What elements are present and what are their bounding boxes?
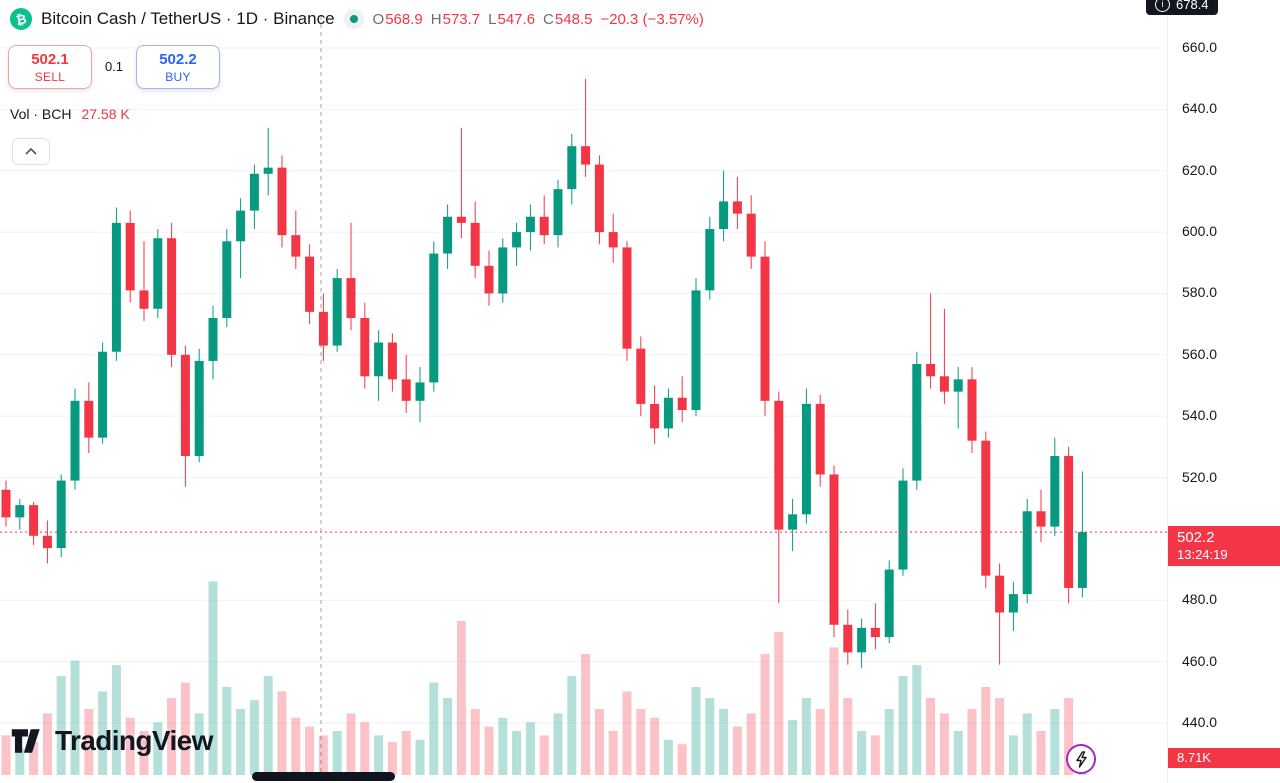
price-tick-label: 600.0	[1182, 223, 1218, 240]
price-tick-label: 560.0	[1182, 345, 1218, 362]
bch-coin-icon: ₿	[10, 8, 32, 30]
sell-label: SELL	[34, 69, 66, 84]
lightning-bolt-icon	[1075, 750, 1087, 768]
sell-price: 502.1	[31, 50, 69, 68]
price-tick-label: 460.0	[1182, 652, 1218, 669]
low-value: 547.6	[497, 10, 536, 28]
price-tick-label: 480.0	[1182, 591, 1218, 608]
current-volume-badge: 8.71K	[1168, 748, 1280, 768]
close-value: 548.5	[554, 10, 593, 28]
sell-button[interactable]: 502.1 SELL	[8, 45, 92, 89]
price-tick-label: 520.0	[1182, 468, 1218, 485]
info-icon: i	[1155, 0, 1170, 12]
price-tick-label: 620.0	[1182, 161, 1218, 178]
collapse-legend-button[interactable]	[12, 138, 50, 165]
alert-price-value: 678.4	[1176, 0, 1209, 12]
symbol-title[interactable]: Bitcoin Cash / TetherUS · 1D · Binance	[41, 9, 335, 28]
ohlc-values: O 568.9 H 573.7 L 547.6 C 548.5 −20.3 (−3.57…	[372, 10, 704, 28]
buy-price: 502.2	[159, 50, 197, 68]
alert-price-badge[interactable]: i 678.4	[1146, 0, 1218, 15]
current-price-badge: 502.2 13:24:19	[1168, 526, 1280, 567]
price-tick-label: 660.0	[1182, 39, 1218, 55]
tradingview-logo[interactable]: TradingView	[10, 725, 213, 757]
open-value: 568.9	[385, 10, 423, 28]
buy-button[interactable]: 502.2 BUY	[136, 45, 220, 89]
current-price-value: 502.2	[1177, 529, 1215, 547]
market-status-indicator[interactable]	[343, 9, 364, 29]
tradingview-mark-icon	[11, 729, 40, 753]
trade-widget: 502.1 SELL 0.1 502.2 BUY	[8, 45, 220, 89]
instant-order-button[interactable]	[1066, 744, 1096, 774]
price-axis[interactable]: 502.2 13:24:19 8.71K 660.0 640.0 620.0 600.…	[1167, 0, 1280, 783]
tradingview-logo-text: TradingView	[55, 725, 213, 756]
price-tick-label: 640.0	[1182, 100, 1218, 117]
chart-legend: ₿ Bitcoin Cash / TetherUS · 1D · Binance…	[10, 8, 704, 30]
horizontal-scrollbar[interactable]	[252, 772, 395, 781]
chevron-up-icon	[25, 148, 37, 155]
market-status-dot	[349, 15, 358, 23]
price-tick-label: 580.0	[1182, 284, 1218, 301]
price-tick-label: 440.0	[1182, 713, 1218, 730]
high-value: 573.7	[442, 10, 481, 28]
price-tick-label: 540.0	[1182, 407, 1218, 424]
volume-value: 27.58 K	[81, 106, 130, 122]
volume-legend[interactable]: Vol · BCH 27.58 K	[10, 106, 130, 122]
change-value: −20.3 (−3.57%)	[600, 10, 704, 28]
buy-label: BUY	[165, 69, 191, 84]
volume-label: Vol · BCH	[10, 106, 72, 122]
spread-value: 0.1	[104, 59, 124, 74]
bar-countdown: 13:24:19	[1177, 547, 1228, 563]
